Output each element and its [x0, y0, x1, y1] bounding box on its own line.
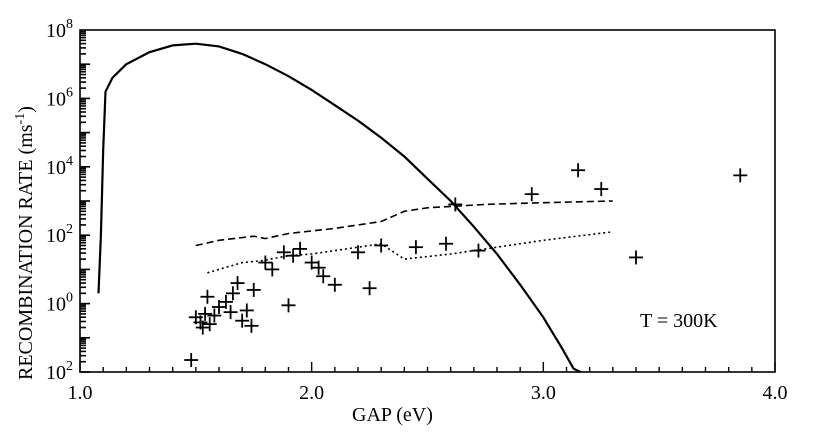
data-point-marker: [448, 197, 463, 212]
temperature-annotation: T = 300K: [640, 310, 718, 332]
data-point-marker: [733, 168, 748, 183]
data-point-marker: [316, 269, 331, 284]
data-point-marker: [327, 277, 342, 292]
data-point-marker: [184, 353, 199, 368]
data-point-marker: [244, 318, 259, 333]
data-point-marker: [276, 245, 291, 260]
data-point-marker: [239, 303, 254, 318]
x-tick-label: 1.0: [68, 382, 93, 404]
y-tick-label: 102: [46, 359, 73, 384]
data-point-marker: [629, 250, 643, 265]
data-point-marker: [286, 248, 301, 263]
data-point-marker: [311, 260, 326, 275]
data-point-marker: [471, 243, 486, 258]
data-point-marker: [235, 313, 250, 328]
data-point-marker: [200, 289, 215, 304]
x-tick-label: 3.0: [531, 382, 556, 404]
data-point-marker: [439, 236, 454, 251]
x-tick-label: 2.0: [299, 382, 324, 404]
y-tick-label: 108: [46, 17, 73, 42]
y-tick-label: 102: [46, 222, 73, 247]
y-tick-label: 104: [46, 154, 73, 179]
y-tick-label: 106: [46, 85, 73, 110]
data-point-marker: [265, 262, 280, 277]
data-point-marker: [223, 305, 238, 320]
x-axis-title: GAP (eV): [352, 404, 433, 426]
data-point-marker: [246, 282, 261, 297]
data-point-marker: [225, 286, 240, 301]
solid-curve: [97, 42, 581, 373]
y-axis-title-main: RECOMBINATION RATE (ms: [15, 124, 37, 380]
data-point-marker: [258, 255, 273, 270]
data-point-marker: [293, 241, 308, 256]
data-point-marker: [571, 163, 586, 178]
data-point-marker: [198, 306, 213, 321]
dotted-curve: [207, 231, 613, 274]
data-point-marker: [230, 276, 245, 291]
data-point-marker: [218, 294, 233, 309]
data-point-marker: [195, 320, 210, 335]
y-axis-title-close: ): [15, 106, 37, 113]
data-point-marker: [281, 298, 296, 313]
y-tick-label: 100: [46, 291, 73, 316]
y-axis-title: RECOMBINATION RATE (ms-1): [13, 106, 37, 380]
data-point-marker: [202, 317, 217, 332]
data-point-marker: [524, 187, 539, 202]
data-point-marker: [594, 182, 609, 197]
data-point-marker: [374, 238, 389, 253]
data-point-marker: [408, 240, 423, 255]
x-tick-label: 4.0: [763, 382, 788, 404]
data-point-marker: [351, 245, 365, 260]
data-point-marker: [207, 308, 222, 323]
data-point-marker: [362, 281, 377, 296]
y-axis-title-sup: -1: [13, 113, 28, 125]
